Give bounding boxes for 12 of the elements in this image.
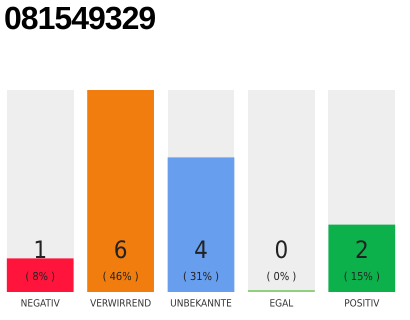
- x-tick-label: EGAL: [269, 298, 294, 310]
- x-tick-label: POSITIV: [344, 298, 380, 310]
- x-tick-label: NEGATIV: [20, 298, 61, 310]
- data-label: 4 ( 31% ): [182, 236, 220, 283]
- x-tick-label: VERWIRREND: [90, 298, 152, 310]
- data-label: 6 ( 46% ): [102, 236, 139, 283]
- bar: [6, 258, 74, 292]
- data-label: 0 ( 0% ): [266, 236, 296, 283]
- data-label: 2 ( 15% ): [344, 236, 380, 283]
- x-tick-label: UNBEKANNTE: [170, 298, 232, 310]
- data-label: 1 ( 8% ): [25, 236, 56, 283]
- chart-title: 081549329: [4, 0, 156, 37]
